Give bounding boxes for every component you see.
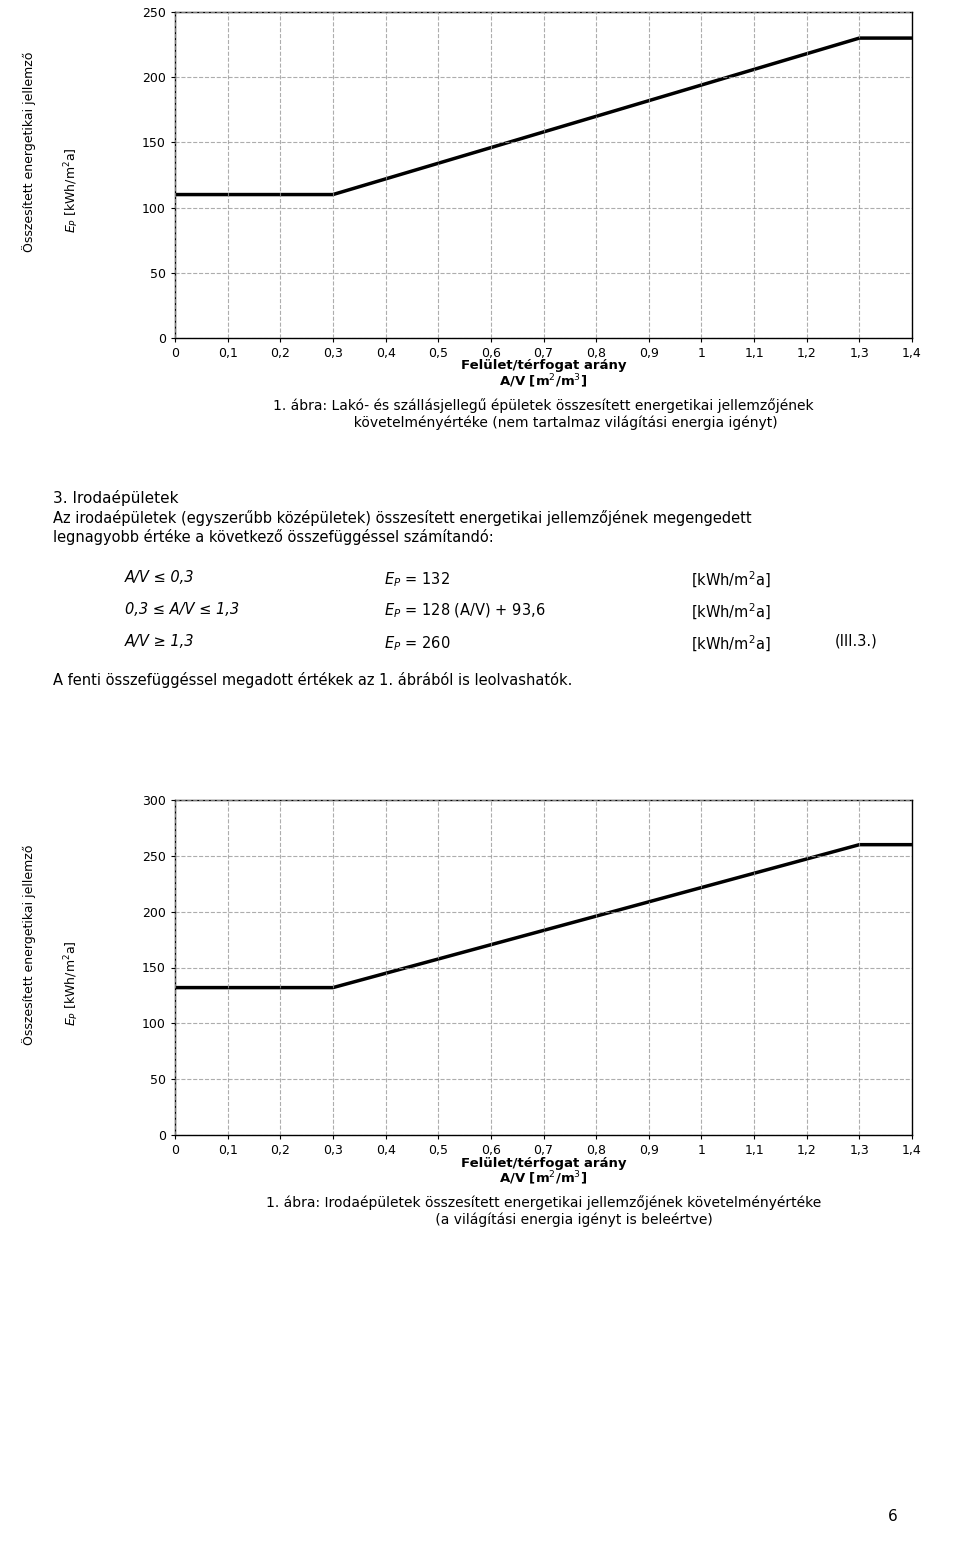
Text: Felület/térfogat arány: Felület/térfogat arány: [461, 360, 626, 372]
Text: $E_P$ [kWh/m$^2$a]: $E_P$ [kWh/m$^2$a]: [62, 940, 82, 1025]
Text: $E_P$ = 128 (A/V) + 93,6: $E_P$ = 128 (A/V) + 93,6: [384, 602, 545, 621]
Text: $E_P$ = 132: $E_P$ = 132: [384, 570, 450, 588]
Text: [kWh/m$^2$a]: [kWh/m$^2$a]: [691, 602, 771, 622]
Text: 3. Irodaépületek: 3. Irodaépületek: [53, 489, 179, 506]
Text: Az irodaépületek (egyszerűbb középületek) összesített energetikai jellemzőjének : Az irodaépületek (egyszerűbb középületek…: [53, 510, 752, 545]
Text: Felület/térfogat arány: Felület/térfogat arány: [461, 1156, 626, 1169]
Text: [kWh/m$^2$a]: [kWh/m$^2$a]: [691, 635, 771, 655]
Text: Összesített energetikai jellemző: Összesített energetikai jellemző: [22, 845, 36, 1045]
Text: $E_P$ [kWh/m$^2$a]: $E_P$ [kWh/m$^2$a]: [62, 148, 82, 233]
Text: 0,3 ≤ A/V ≤ 1,3: 0,3 ≤ A/V ≤ 1,3: [125, 602, 239, 618]
Text: A/V [m$^2$/m$^3$]: A/V [m$^2$/m$^3$]: [499, 1169, 588, 1187]
Text: $E_P$ = 260: $E_P$ = 260: [384, 635, 450, 653]
Text: A/V ≥ 1,3: A/V ≥ 1,3: [125, 635, 194, 648]
Text: (III.3.): (III.3.): [835, 635, 878, 648]
Text: A fenti összefüggéssel megadott értékek az 1. ábrából is leolvashatók.: A fenti összefüggéssel megadott értékek …: [53, 672, 572, 689]
Text: 1. ábra: Lakó- és szállásjellegű épületek összesített energetikai jellemzőjének
: 1. ábra: Lakó- és szállásjellegű épülete…: [274, 398, 814, 429]
Text: 1. ábra: Irodaépületek összesített energetikai jellemzőjének követelményértéke
 : 1. ábra: Irodaépületek összesített energ…: [266, 1195, 821, 1226]
Text: A/V ≤ 0,3: A/V ≤ 0,3: [125, 570, 194, 585]
Text: [kWh/m$^2$a]: [kWh/m$^2$a]: [691, 570, 771, 590]
Text: 6: 6: [888, 1508, 898, 1524]
Text: A/V [m$^2$/m$^3$]: A/V [m$^2$/m$^3$]: [499, 372, 588, 391]
Text: Összesített energetikai jellemző: Összesített energetikai jellemző: [22, 51, 36, 252]
